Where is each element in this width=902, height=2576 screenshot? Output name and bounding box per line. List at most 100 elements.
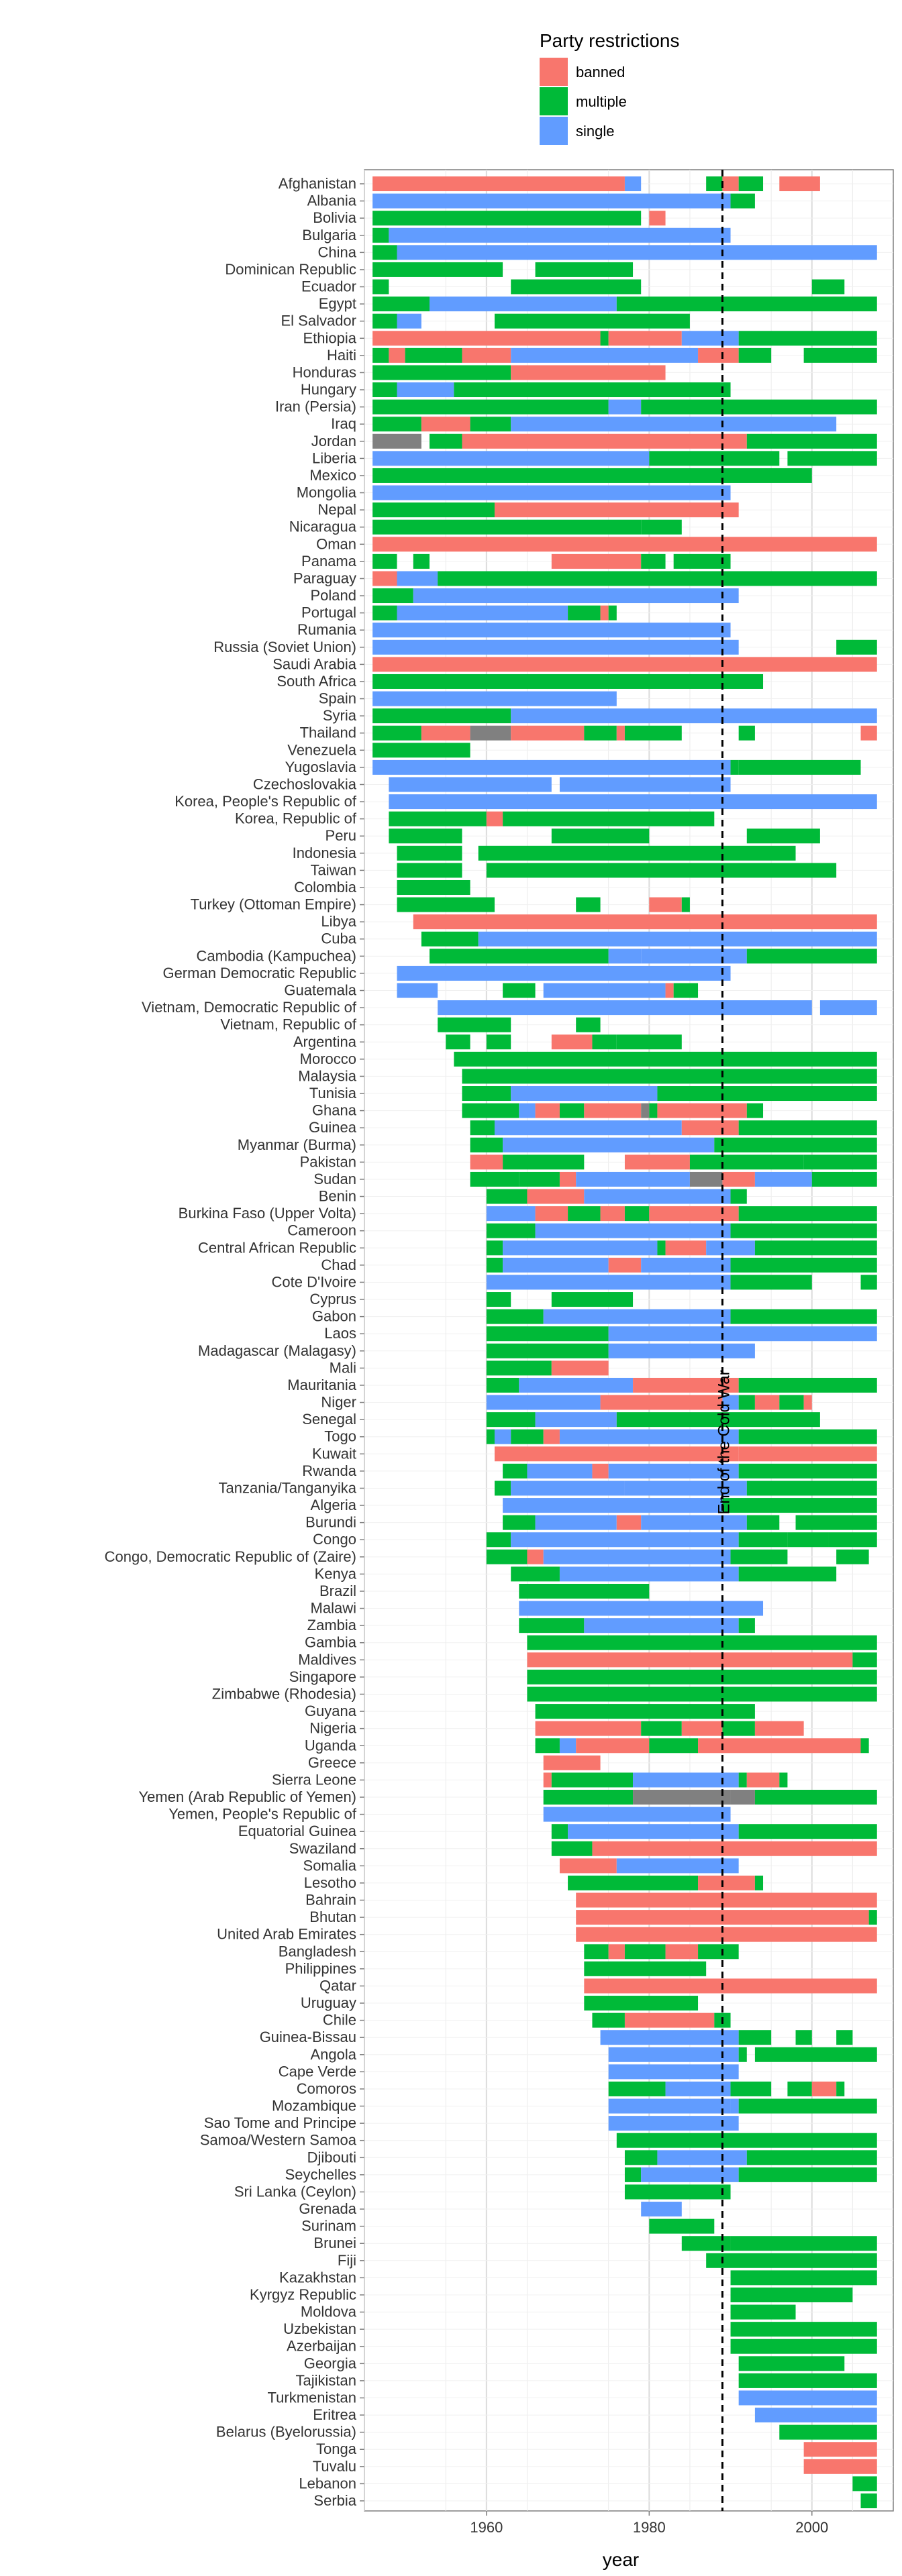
bar-segment-multiple <box>584 1996 699 2011</box>
bar-segment-multiple <box>519 1583 650 1599</box>
bar-segment-banned <box>389 347 405 363</box>
country-label: Myanmar (Burma) <box>238 1136 356 1153</box>
country-row-bangladesh <box>584 1944 739 1960</box>
bar-segment-multiple <box>470 1171 519 1187</box>
country-row-uruguay <box>584 1996 699 2011</box>
bar-segment-single <box>397 571 438 586</box>
bar-segment-multiple <box>754 1790 877 1805</box>
country-row-haiti <box>372 347 877 363</box>
country-row-rwanda <box>503 1463 877 1479</box>
bar-segment-multiple <box>486 1292 511 1307</box>
country-row-somalia <box>559 1858 739 1874</box>
country-label: Nicaragua <box>289 519 357 535</box>
bar-segment-single <box>738 2390 877 2406</box>
country-label: Ethiopia <box>303 329 356 346</box>
country-label: Benin <box>319 1188 356 1205</box>
bar-segment-multiple <box>787 451 877 466</box>
country-row-senegal <box>486 1412 820 1428</box>
country-label: Honduras <box>293 364 356 380</box>
bar-segment-single <box>576 1171 690 1187</box>
bar-segment-banned <box>511 725 585 741</box>
country-row-uganda <box>535 1738 869 1754</box>
country-label: Cambodia (Kampuchea) <box>197 947 356 964</box>
country-label: Korea, Republic of <box>235 810 357 827</box>
country-label: Venezuela <box>287 741 357 758</box>
country-row-uzbekistan <box>730 2322 877 2337</box>
country-row-nicaragua <box>372 519 682 535</box>
bar-segment-multiple <box>486 1326 609 1342</box>
bar-segment-single <box>535 1412 617 1428</box>
country-row-united-arab-emirates <box>576 1927 877 1942</box>
bar-segment-single <box>503 1240 658 1256</box>
bar-segment-multiple <box>706 176 723 192</box>
country-label: Mozambique <box>272 2098 356 2114</box>
bar-segment-single <box>413 588 739 604</box>
bar-segment-single <box>519 1377 634 1393</box>
bar-segment-banned <box>584 1978 877 1994</box>
bar-segment-single <box>372 639 739 655</box>
bar-segment-single <box>608 399 642 415</box>
legend-label-banned: banned <box>576 64 625 80</box>
bar-segment-multiple <box>405 347 462 363</box>
bar-segment-multiple <box>779 1772 788 1788</box>
country-label: Mauritania <box>287 1377 356 1393</box>
country-label: Zimbabwe (Rhodesia) <box>212 1685 356 1702</box>
country-label: Tonga <box>316 2440 357 2457</box>
bar-segment-multiple <box>795 1515 877 1530</box>
bar-segment-single <box>608 2064 739 2080</box>
bar-segment-multiple <box>746 1481 877 1496</box>
country-label: Guinea <box>309 1119 357 1136</box>
bar-segment-multiple <box>568 605 601 621</box>
x-tick-label: 1980 <box>633 2519 666 2536</box>
country-row-belarus-byelorussia <box>779 2424 877 2440</box>
country-row-maldives <box>527 1652 877 1668</box>
x-axis: 1960 1980 2000 <box>470 2511 828 2536</box>
country-row-chile <box>592 2012 731 2028</box>
bar-segment-single <box>486 1206 536 1222</box>
country-row-grenada <box>641 2202 682 2217</box>
bar-segment-multiple <box>372 468 812 483</box>
country-label: Lesotho <box>304 1874 356 1891</box>
country-row-rumania <box>372 623 731 638</box>
bar-segment-multiple <box>624 2150 658 2165</box>
country-row-bhutan <box>576 1910 877 1925</box>
bar-segment-multiple <box>738 2373 877 2388</box>
country-row-ethiopia <box>372 331 877 346</box>
bar-segment-banned <box>421 725 470 741</box>
bar-segment-banned <box>372 176 625 192</box>
bar-segment-single <box>527 1463 593 1479</box>
country-row-egypt <box>372 297 877 312</box>
bar-segment-multiple <box>551 828 650 844</box>
country-row-nepal <box>372 502 739 518</box>
bar-segment-multiple <box>730 2339 877 2354</box>
bar-segment-multiple <box>738 1532 788 1548</box>
country-label: Morocco <box>300 1051 356 1067</box>
bar-segment-single <box>494 1429 511 1444</box>
bar-segment-multiple <box>730 1549 788 1564</box>
country-label: Djibouti <box>307 2149 356 2165</box>
country-label: Saudi Arabia <box>272 655 357 672</box>
country-row-argentina <box>446 1034 682 1050</box>
bar-segment-multiple <box>527 1669 877 1684</box>
country-row-peru <box>389 828 820 844</box>
country-label: Panama <box>301 553 357 570</box>
bar-segment-single <box>543 1549 731 1564</box>
bar-segment-banned <box>754 1395 780 1410</box>
bar-segment-multiple <box>738 1429 877 1444</box>
country-label: Surinam <box>301 2218 356 2235</box>
bar-segment-multiple <box>641 553 666 569</box>
bar-segment-multiple <box>478 845 796 861</box>
country-row-swaziland <box>551 1841 877 1856</box>
bar-segment-banned <box>779 176 820 192</box>
bar-segment-single <box>519 1601 764 1616</box>
bar-segment-multiple <box>568 1875 699 1890</box>
country-label: Comoros <box>297 2080 356 2097</box>
bar-segment-other <box>689 1171 723 1187</box>
country-label: Spain <box>319 690 356 707</box>
country-row-lesotho <box>568 1875 764 1890</box>
bar-segment-banned <box>624 1155 690 1170</box>
country-row-tajikistan <box>738 2373 877 2388</box>
bar-segment-single <box>608 1343 755 1358</box>
bar-segment-banned <box>470 1155 503 1170</box>
country-row-gabon <box>486 1309 877 1324</box>
